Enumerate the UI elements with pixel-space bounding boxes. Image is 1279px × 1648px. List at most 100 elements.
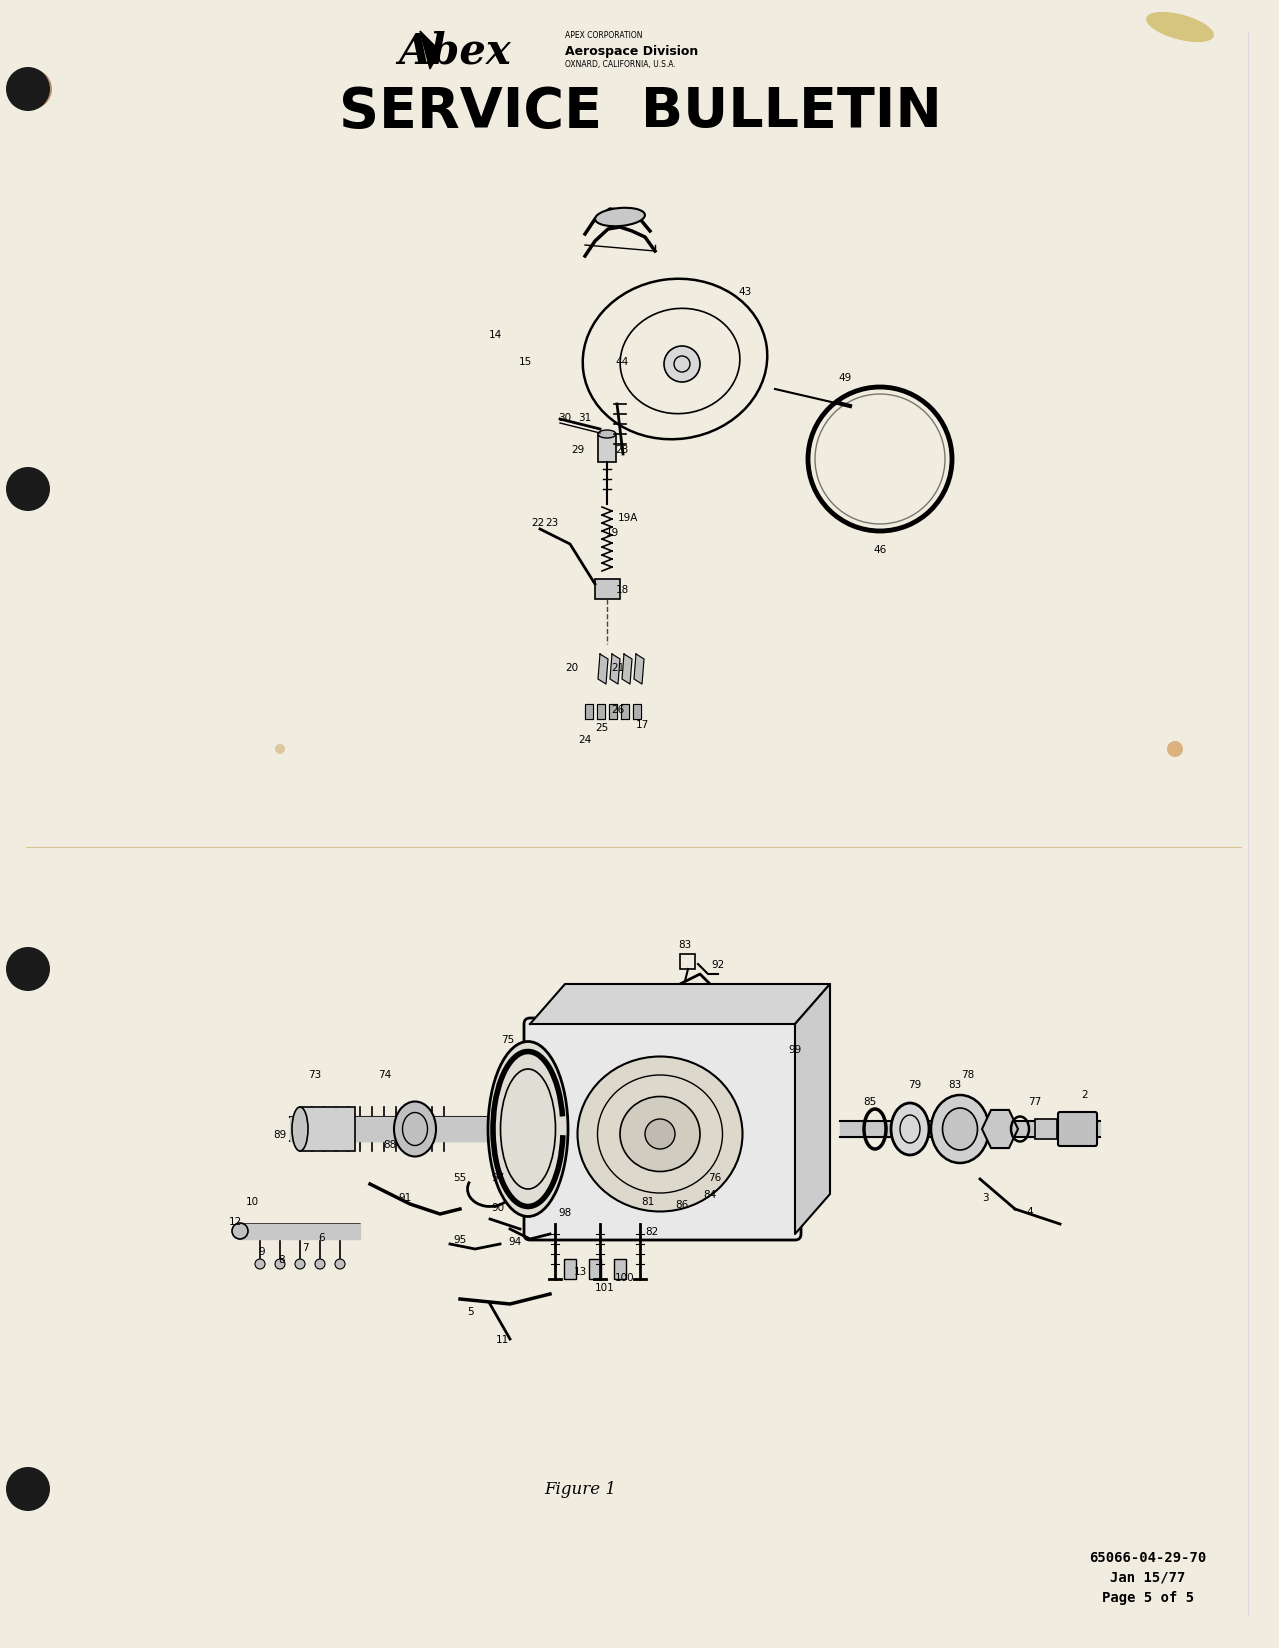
Bar bbox=[1035, 1119, 1056, 1139]
Ellipse shape bbox=[394, 1103, 436, 1157]
Text: 88: 88 bbox=[384, 1139, 396, 1149]
Text: 13: 13 bbox=[573, 1266, 587, 1276]
Text: 25: 25 bbox=[596, 722, 609, 733]
Text: 78: 78 bbox=[962, 1070, 975, 1079]
Circle shape bbox=[6, 68, 50, 112]
Text: 76: 76 bbox=[709, 1172, 721, 1182]
Ellipse shape bbox=[231, 1223, 248, 1239]
Polygon shape bbox=[609, 705, 616, 720]
Text: 23: 23 bbox=[545, 517, 559, 527]
Text: 24: 24 bbox=[578, 735, 592, 745]
Text: 19A: 19A bbox=[618, 513, 638, 522]
Text: 89: 89 bbox=[274, 1129, 286, 1139]
Text: 65066-04-29-70: 65066-04-29-70 bbox=[1090, 1551, 1206, 1564]
Text: 95: 95 bbox=[453, 1234, 467, 1244]
Ellipse shape bbox=[1146, 13, 1214, 43]
Ellipse shape bbox=[943, 1109, 977, 1150]
Circle shape bbox=[6, 948, 50, 992]
Text: 19: 19 bbox=[605, 527, 619, 537]
Text: 2: 2 bbox=[1082, 1089, 1088, 1099]
Text: 94: 94 bbox=[508, 1236, 522, 1246]
Polygon shape bbox=[622, 705, 629, 720]
Text: 17: 17 bbox=[636, 720, 648, 730]
Text: 3: 3 bbox=[982, 1192, 989, 1203]
Text: Aerospace Division: Aerospace Division bbox=[565, 44, 698, 58]
Text: 83: 83 bbox=[678, 939, 692, 949]
Text: 73: 73 bbox=[308, 1070, 321, 1079]
Bar bbox=[590, 1259, 601, 1279]
Text: 90: 90 bbox=[491, 1203, 504, 1213]
Circle shape bbox=[315, 1259, 325, 1269]
Text: SERVICE  BULLETIN: SERVICE BULLETIN bbox=[339, 86, 941, 138]
Ellipse shape bbox=[489, 1042, 568, 1216]
Ellipse shape bbox=[578, 1056, 743, 1211]
Ellipse shape bbox=[620, 1098, 700, 1172]
Text: 81: 81 bbox=[641, 1196, 655, 1206]
Text: 101: 101 bbox=[595, 1282, 615, 1292]
FancyBboxPatch shape bbox=[524, 1018, 801, 1241]
Circle shape bbox=[335, 1259, 345, 1269]
Circle shape bbox=[6, 1467, 50, 1511]
Circle shape bbox=[275, 1259, 285, 1269]
Text: 20: 20 bbox=[565, 662, 578, 672]
Text: 31: 31 bbox=[578, 412, 592, 424]
Text: 10: 10 bbox=[246, 1196, 258, 1206]
Text: 21: 21 bbox=[611, 662, 624, 672]
Text: 84: 84 bbox=[703, 1190, 716, 1200]
Text: 12: 12 bbox=[229, 1216, 242, 1226]
Bar bbox=[564, 1259, 576, 1279]
Text: APEX CORPORATION: APEX CORPORATION bbox=[565, 31, 642, 41]
Polygon shape bbox=[240, 1224, 359, 1239]
Text: 14: 14 bbox=[489, 330, 501, 339]
Text: 98: 98 bbox=[559, 1208, 572, 1218]
Text: Abex: Abex bbox=[399, 31, 512, 73]
Text: 6: 6 bbox=[318, 1233, 325, 1243]
Polygon shape bbox=[840, 1121, 1100, 1137]
Text: 26: 26 bbox=[611, 705, 624, 715]
Text: Figure 1: Figure 1 bbox=[544, 1480, 616, 1498]
Text: 49: 49 bbox=[838, 372, 852, 382]
Text: 85: 85 bbox=[863, 1096, 876, 1106]
Ellipse shape bbox=[292, 1107, 308, 1152]
Bar bbox=[599, 435, 616, 463]
Text: 79: 79 bbox=[908, 1079, 922, 1089]
Polygon shape bbox=[796, 984, 830, 1234]
Text: 22: 22 bbox=[531, 517, 545, 527]
Ellipse shape bbox=[891, 1103, 929, 1155]
Text: 8: 8 bbox=[279, 1254, 285, 1264]
Polygon shape bbox=[290, 1117, 490, 1142]
Ellipse shape bbox=[931, 1096, 989, 1163]
Text: 99: 99 bbox=[788, 1045, 802, 1055]
Text: 46: 46 bbox=[874, 545, 886, 555]
Text: 86: 86 bbox=[675, 1200, 688, 1210]
Text: 91: 91 bbox=[398, 1192, 412, 1203]
Text: 75: 75 bbox=[501, 1035, 514, 1045]
Bar bbox=[301, 1107, 356, 1152]
Text: Page 5 of 5: Page 5 of 5 bbox=[1102, 1590, 1195, 1604]
Text: Jan 15/77: Jan 15/77 bbox=[1110, 1571, 1186, 1584]
Text: 82: 82 bbox=[646, 1226, 659, 1236]
Circle shape bbox=[295, 1259, 304, 1269]
Polygon shape bbox=[982, 1111, 1018, 1149]
Ellipse shape bbox=[599, 430, 616, 438]
Polygon shape bbox=[622, 654, 632, 684]
Polygon shape bbox=[530, 984, 830, 1025]
Polygon shape bbox=[420, 31, 440, 69]
Text: 18: 18 bbox=[615, 585, 628, 595]
FancyBboxPatch shape bbox=[1058, 1112, 1097, 1147]
Polygon shape bbox=[597, 705, 605, 720]
Circle shape bbox=[664, 346, 700, 382]
Text: 44: 44 bbox=[615, 356, 628, 368]
Text: 9: 9 bbox=[258, 1246, 265, 1256]
Circle shape bbox=[255, 1259, 265, 1269]
Text: 92: 92 bbox=[711, 959, 725, 969]
Text: 83: 83 bbox=[948, 1079, 962, 1089]
Text: 29: 29 bbox=[572, 445, 585, 455]
Circle shape bbox=[1166, 742, 1183, 758]
Text: 30: 30 bbox=[559, 412, 572, 424]
Polygon shape bbox=[634, 654, 645, 684]
Circle shape bbox=[645, 1119, 675, 1149]
Text: 7: 7 bbox=[302, 1243, 308, 1252]
Ellipse shape bbox=[595, 209, 645, 227]
Circle shape bbox=[12, 69, 52, 110]
